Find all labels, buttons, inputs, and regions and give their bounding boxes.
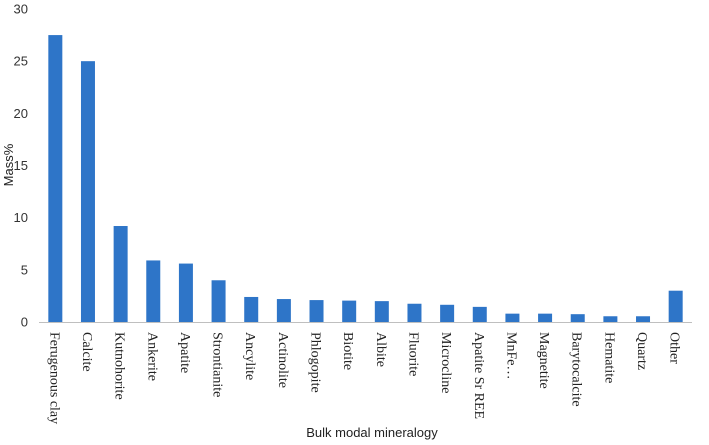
x-category-label: Strontianite [210, 332, 225, 397]
bar [244, 296, 259, 322]
x-category-label: Biotite [340, 332, 355, 370]
x-category-label: Albite [373, 332, 388, 367]
x-category-label: Calcite [79, 332, 94, 372]
x-category-label: Ankerite [144, 332, 159, 381]
bar [342, 300, 357, 322]
bar [570, 314, 585, 322]
bars-group [48, 35, 683, 323]
bar [472, 306, 487, 322]
y-tick-label: 15 [14, 158, 28, 173]
x-axis-title: Bulk modal mineralogy [306, 425, 438, 440]
bar [407, 303, 422, 322]
x-category-label: Fluorite [405, 332, 420, 376]
x-category-label: Ferugenous clay [46, 332, 61, 424]
bar [211, 280, 226, 322]
x-category-label: Kutnohorite [112, 332, 127, 400]
bar [80, 61, 95, 323]
bar [276, 299, 291, 322]
bar [668, 290, 683, 322]
x-category-label: Phlogopite [308, 332, 323, 393]
category-labels: Ferugenous clay Calcite Kutnohorite Ankerit… [46, 332, 681, 424]
y-tick-label: 30 [14, 2, 28, 17]
bar [505, 313, 520, 322]
x-category-label: Ancylite [242, 332, 257, 380]
bar [374, 301, 389, 322]
x-category-label: Quartz [634, 332, 649, 370]
x-category-label: Hematite [601, 332, 616, 383]
y-tick-label: 5 [21, 262, 28, 277]
bar [309, 300, 324, 322]
x-category-label: Apatite Sr REE [471, 332, 486, 419]
bar [48, 35, 63, 322]
x-category-label: Barytocalcite [569, 332, 584, 407]
x-category-label: Other [667, 332, 682, 364]
bar [146, 260, 161, 322]
y-axis-title: Mass% [1, 143, 16, 186]
bar [178, 263, 193, 322]
x-category-label: Microcline [438, 332, 453, 393]
y-tick-label: 10 [14, 210, 28, 225]
x-category-label: Actinolite [275, 332, 290, 388]
bar [636, 316, 651, 322]
x-category-label: MnFe… [503, 332, 518, 379]
x-category-label: Magnetite [536, 332, 551, 389]
y-axis-ticks: 0 5 10 15 20 25 30 [14, 2, 28, 330]
y-tick-label: 0 [21, 315, 28, 330]
y-tick-label: 20 [14, 106, 28, 121]
x-category-label: Apatite [177, 332, 192, 373]
bar [113, 226, 128, 322]
bar [538, 313, 553, 322]
bar [603, 316, 618, 322]
bar [440, 304, 455, 322]
y-tick-label: 25 [14, 54, 28, 69]
